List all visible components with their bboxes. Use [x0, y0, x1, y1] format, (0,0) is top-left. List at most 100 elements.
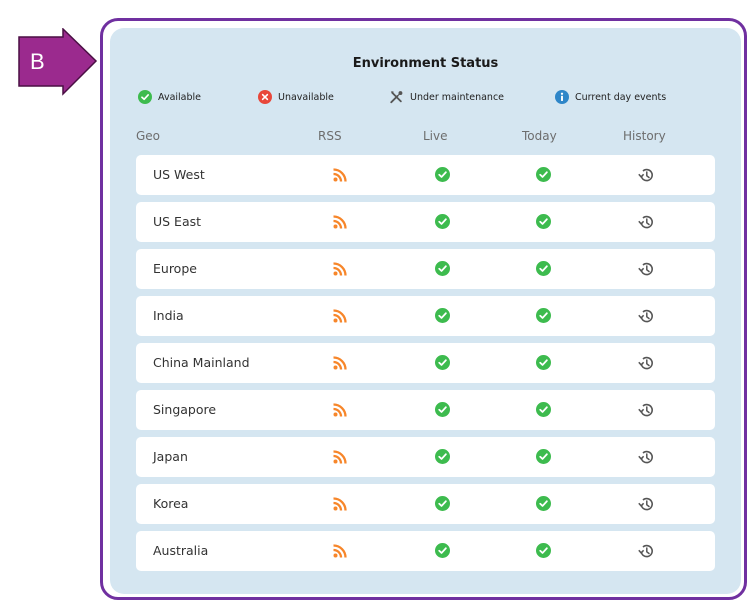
info-circle-icon: [555, 90, 569, 104]
history-button[interactable]: [638, 308, 654, 324]
geo-name: India: [153, 308, 184, 323]
table-row: US West: [136, 155, 715, 195]
legend-maintenance: Under maintenance: [389, 90, 504, 104]
column-header-history: History: [623, 129, 666, 143]
today-status[interactable]: [536, 496, 552, 512]
tools-icon: [390, 91, 403, 104]
table-row: Europe: [136, 249, 715, 289]
rss-icon: [333, 168, 347, 182]
table-row: China Mainland: [136, 343, 715, 383]
check-circle-icon: [435, 261, 450, 276]
geo-name: Japan: [153, 449, 188, 464]
check-circle-icon: [435, 214, 450, 229]
environment-table: US West US East Europe: [136, 155, 715, 578]
history-icon: [638, 262, 653, 276]
environment-status-panel: Environment Status Available Unavailable…: [110, 28, 741, 594]
rss-icon: [333, 544, 347, 558]
check-circle-icon: [536, 214, 551, 229]
history-button[interactable]: [638, 214, 654, 230]
history-icon: [638, 450, 653, 464]
today-status[interactable]: [536, 308, 552, 324]
legend: Available Unavailable Under maintenance …: [110, 90, 741, 106]
rss-link[interactable]: [332, 449, 348, 465]
history-button[interactable]: [638, 261, 654, 277]
column-header-live: Live: [423, 129, 448, 143]
history-icon: [638, 497, 653, 511]
rss-icon: [333, 450, 347, 464]
history-icon: [638, 215, 653, 229]
rss-link[interactable]: [332, 496, 348, 512]
table-row: Japan: [136, 437, 715, 477]
geo-name: Korea: [153, 496, 189, 511]
today-status[interactable]: [536, 543, 552, 559]
legend-unavailable: Unavailable: [258, 90, 334, 104]
rss-icon: [333, 497, 347, 511]
callout-label: B: [30, 49, 45, 74]
rss-link[interactable]: [332, 261, 348, 277]
callout-arrow-icon: [18, 28, 98, 96]
check-circle-icon: [435, 449, 450, 464]
rss-link[interactable]: [332, 214, 348, 230]
legend-label: Unavailable: [278, 91, 334, 103]
check-circle-icon: [435, 543, 450, 558]
check-circle-icon: [435, 496, 450, 511]
history-button[interactable]: [638, 167, 654, 183]
table-row: Australia: [136, 531, 715, 571]
history-button[interactable]: [638, 449, 654, 465]
check-circle-icon: [536, 496, 551, 511]
check-circle-icon: [536, 402, 551, 417]
legend-label: Under maintenance: [410, 91, 505, 103]
panel-title: Environment Status: [352, 56, 499, 71]
check-circle-icon: [435, 355, 450, 370]
live-status[interactable]: [435, 308, 451, 324]
check-circle-icon: [536, 261, 551, 276]
today-status[interactable]: [536, 449, 552, 465]
history-button[interactable]: [638, 355, 654, 371]
today-status[interactable]: [536, 167, 552, 183]
check-circle-icon: [536, 308, 551, 323]
history-button[interactable]: [638, 496, 654, 512]
rss-link[interactable]: [332, 167, 348, 183]
history-icon: [638, 309, 653, 323]
rss-icon: [333, 403, 347, 417]
check-circle-icon: [536, 543, 551, 558]
column-header-today: Today: [522, 129, 557, 143]
rss-icon: [333, 356, 347, 370]
rss-link[interactable]: [332, 355, 348, 371]
rss-link[interactable]: [332, 402, 348, 418]
table-header: Geo RSS Live Today History: [110, 129, 741, 145]
history-icon: [638, 356, 653, 370]
table-row: Korea: [136, 484, 715, 524]
live-status[interactable]: [435, 167, 451, 183]
table-row: Singapore: [136, 390, 715, 430]
history-button[interactable]: [638, 402, 654, 418]
history-icon: [638, 403, 653, 417]
live-status[interactable]: [435, 496, 451, 512]
live-status[interactable]: [435, 543, 451, 559]
check-circle-icon: [536, 167, 551, 182]
rss-link[interactable]: [332, 543, 348, 559]
today-status[interactable]: [536, 214, 552, 230]
check-circle-icon: [536, 355, 551, 370]
live-status[interactable]: [435, 261, 451, 277]
legend-current-day-events: Current day events: [555, 90, 666, 104]
live-status[interactable]: [435, 449, 451, 465]
geo-name: Australia: [153, 543, 209, 558]
today-status[interactable]: [536, 355, 552, 371]
live-status[interactable]: [435, 214, 451, 230]
x-circle-icon: [258, 90, 272, 104]
live-status[interactable]: [435, 402, 451, 418]
column-header-rss: RSS: [318, 129, 342, 143]
geo-name: China Mainland: [153, 355, 250, 370]
environment-status-frame: Environment Status Available Unavailable…: [100, 18, 747, 600]
legend-label: Current day events: [575, 91, 667, 103]
live-status[interactable]: [435, 355, 451, 371]
legend-available: Available: [138, 90, 201, 104]
today-status[interactable]: [536, 402, 552, 418]
today-status[interactable]: [536, 261, 552, 277]
check-circle-icon: [435, 308, 450, 323]
rss-link[interactable]: [332, 308, 348, 324]
history-button[interactable]: [638, 543, 654, 559]
check-circle-icon: [536, 449, 551, 464]
check-circle-icon: [138, 90, 152, 104]
